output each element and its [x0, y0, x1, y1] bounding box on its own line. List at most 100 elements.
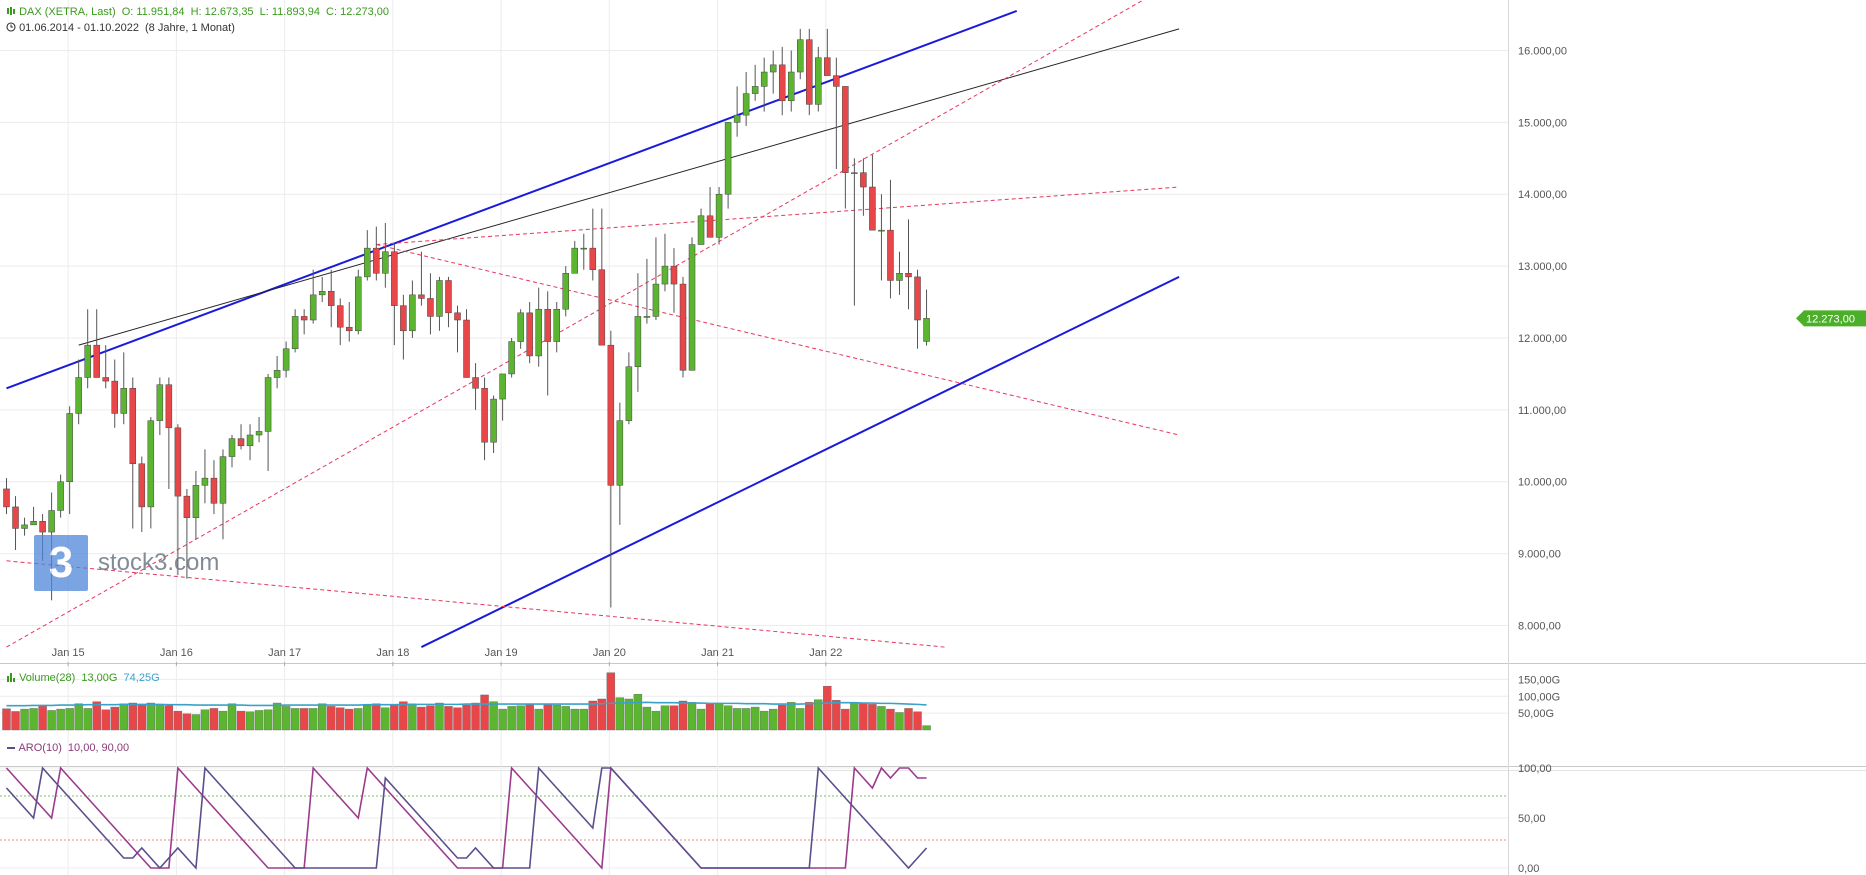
candle-up	[48, 510, 55, 533]
last-price-flag	[1796, 310, 1866, 327]
candle-down	[336, 305, 344, 328]
volume-bar-up	[354, 708, 363, 731]
clock-icon	[6, 22, 16, 32]
volume-header[interactable]: Volume(28) 13,00G 74,25G	[6, 672, 163, 684]
volume-bar-down	[841, 708, 850, 731]
volume-bar-up	[750, 706, 760, 731]
candle-up	[715, 193, 723, 238]
volume-bar-down	[164, 705, 174, 731]
volume-bar-down	[417, 706, 426, 731]
candle-up	[309, 294, 317, 321]
candle-down	[887, 229, 894, 281]
candle-down	[327, 291, 335, 306]
candle-up	[273, 370, 281, 378]
volume-bar-down	[705, 703, 715, 731]
volume-bar-up	[218, 710, 228, 731]
instrument-info: DAX (XETRA, Last) O: 11.951,84 H: 12.673…	[6, 6, 392, 18]
volume-bar-down	[101, 709, 110, 731]
dashed-red-trend-line[interactable]	[376, 186, 1180, 246]
volume-ma-value: 74,25G	[123, 672, 160, 684]
volume-bar-up	[814, 699, 823, 731]
candlestick-icon	[7, 7, 15, 15]
volume-bar-down	[2, 708, 11, 731]
dashed-red-trend-line[interactable]	[6, 560, 945, 648]
volume-bar-up	[895, 712, 904, 731]
price-tick-label: 10.000,00	[1518, 477, 1567, 489]
volume-bar-up	[281, 706, 291, 731]
volume-bar-down	[588, 700, 597, 731]
volume-bar-up	[489, 701, 498, 731]
volume-value: 13,00G	[81, 672, 118, 684]
volume-bar-down	[426, 705, 435, 731]
aroon-header[interactable]: ARO(10) 10,00, 90,00	[6, 742, 132, 754]
volume-bar-up	[381, 707, 390, 731]
candle-up	[57, 481, 64, 511]
candle-up	[760, 71, 768, 87]
candle-up	[815, 57, 822, 105]
candle-up	[156, 384, 164, 421]
candle-down	[129, 388, 137, 465]
volume-bar-down	[471, 702, 480, 731]
volume-bar-down	[299, 708, 309, 731]
time-tick-label: Jan 21	[701, 647, 734, 659]
volume-panel: 50,00G 100,00G 150,00G	[0, 672, 1560, 731]
candle-down	[706, 215, 714, 238]
candle-up	[652, 283, 660, 317]
candle-down	[842, 86, 849, 173]
candle-up	[661, 265, 669, 285]
candle-up	[571, 247, 579, 274]
volume-bar-down	[606, 672, 616, 731]
candle-up	[409, 294, 416, 332]
candle-down	[914, 276, 921, 321]
date-range-info[interactable]: 01.06.2014 - 01.10.2022 (8 Jahre, 1 Mona…	[6, 22, 238, 34]
candle-up	[688, 244, 696, 371]
last-price-label: 12.273,00	[1806, 313, 1855, 325]
volume-bar-down	[805, 702, 814, 731]
candle-down	[472, 377, 479, 389]
dashed-red-trend-line[interactable]	[376, 244, 1180, 436]
volume-bar-up	[516, 705, 525, 731]
candle-down	[778, 64, 786, 102]
candle-down	[526, 312, 533, 357]
candle-down	[210, 477, 218, 504]
volume-bar-up	[552, 704, 561, 731]
solid-blue-trend-line[interactable]	[420, 275, 1180, 648]
volume-bar-down	[678, 700, 688, 731]
volume-bar-up	[796, 708, 805, 731]
candle-up	[147, 420, 155, 508]
time-tick-label: Jan 22	[809, 647, 842, 659]
volume-bar-up	[435, 702, 444, 731]
volume-bar-down	[137, 704, 147, 731]
volume-bar-down	[868, 704, 877, 731]
candle-up	[246, 434, 254, 447]
candle-up	[120, 388, 128, 414]
low-value: L: 11.893,94	[259, 6, 320, 18]
volume-bar-down	[11, 711, 20, 731]
volume-bar-down	[669, 705, 679, 731]
aroon-panel: 0,00 50,00 100,00	[0, 763, 1552, 875]
candle-up	[192, 485, 200, 518]
candle-up	[553, 308, 560, 342]
price-tick-label: 13.000,00	[1518, 261, 1567, 273]
logo-mark: 3	[34, 535, 88, 591]
logo-glyph: 3	[48, 538, 74, 587]
price-tick-label: 15.000,00	[1518, 117, 1567, 129]
candle-up	[724, 122, 732, 195]
candle-down	[905, 273, 912, 278]
price-candles	[3, 28, 930, 608]
candle-down	[183, 495, 191, 518]
solid-blue-trend-line[interactable]	[6, 9, 1018, 390]
volume-bar-down	[209, 708, 219, 731]
volume-bar-up	[74, 703, 83, 731]
volume-bar-up	[579, 708, 588, 731]
candle-up	[75, 377, 82, 414]
candle-down	[111, 380, 118, 414]
solid-black-trend-line[interactable]	[78, 28, 1180, 346]
volume-bar-down	[823, 685, 832, 731]
candle-up	[264, 377, 272, 432]
volume-bar-up	[624, 698, 634, 731]
candle-up	[282, 348, 290, 371]
close-value: C: 12.273,00	[326, 6, 390, 18]
candle-down	[373, 247, 380, 274]
